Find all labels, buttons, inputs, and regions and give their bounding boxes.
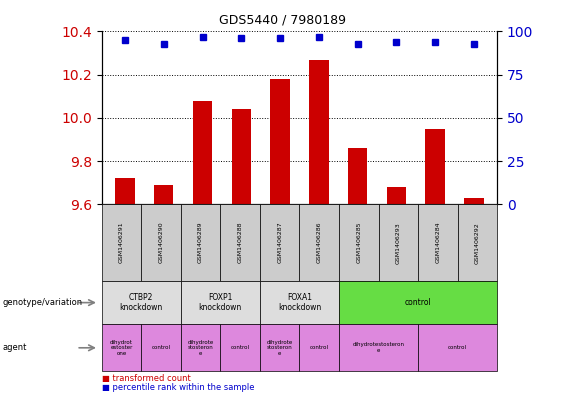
- Text: control: control: [151, 345, 171, 350]
- Text: GSM1406293: GSM1406293: [396, 222, 401, 264]
- Text: FOXA1
knockdown: FOXA1 knockdown: [278, 293, 321, 312]
- Bar: [193, 101, 212, 204]
- Text: control: control: [231, 345, 250, 350]
- Text: GDS5440 / 7980189: GDS5440 / 7980189: [219, 14, 346, 27]
- Text: GSM1406292: GSM1406292: [475, 222, 480, 264]
- Text: GSM1406286: GSM1406286: [317, 222, 321, 263]
- Text: agent: agent: [3, 343, 27, 352]
- Bar: [386, 187, 406, 204]
- Text: GSM1406289: GSM1406289: [198, 222, 203, 263]
- Bar: [154, 185, 173, 204]
- Text: GSM1406291: GSM1406291: [119, 222, 124, 263]
- Text: genotype/variation: genotype/variation: [3, 298, 83, 307]
- Text: dihydrote
stosteron
e: dihydrote stosteron e: [267, 340, 293, 356]
- Text: GSM1406290: GSM1406290: [159, 222, 163, 263]
- Bar: [271, 79, 290, 204]
- Text: ■ transformed count: ■ transformed count: [102, 374, 190, 382]
- Text: GSM1406288: GSM1406288: [238, 222, 242, 263]
- Text: GSM1406284: GSM1406284: [436, 222, 440, 263]
- Text: control: control: [448, 345, 467, 350]
- Text: ■ percentile rank within the sample: ■ percentile rank within the sample: [102, 383, 254, 391]
- Text: dihydrotestosteron
e: dihydrotestosteron e: [353, 342, 405, 353]
- Bar: [348, 148, 367, 204]
- Bar: [309, 60, 328, 204]
- Text: GSM1406285: GSM1406285: [357, 222, 361, 263]
- Text: CTBP2
knockdown: CTBP2 knockdown: [120, 293, 163, 312]
- Text: dihydrot
estoster
one: dihydrot estoster one: [110, 340, 133, 356]
- Text: dihydrote
stosteron
e: dihydrote stosteron e: [188, 340, 214, 356]
- Text: control: control: [310, 345, 329, 350]
- Text: control: control: [405, 298, 432, 307]
- Text: FOXP1
knockdown: FOXP1 knockdown: [199, 293, 242, 312]
- Text: GSM1406287: GSM1406287: [277, 222, 282, 263]
- Bar: [425, 129, 445, 204]
- Bar: [232, 109, 251, 204]
- Bar: [464, 198, 484, 204]
- Bar: [115, 178, 134, 204]
